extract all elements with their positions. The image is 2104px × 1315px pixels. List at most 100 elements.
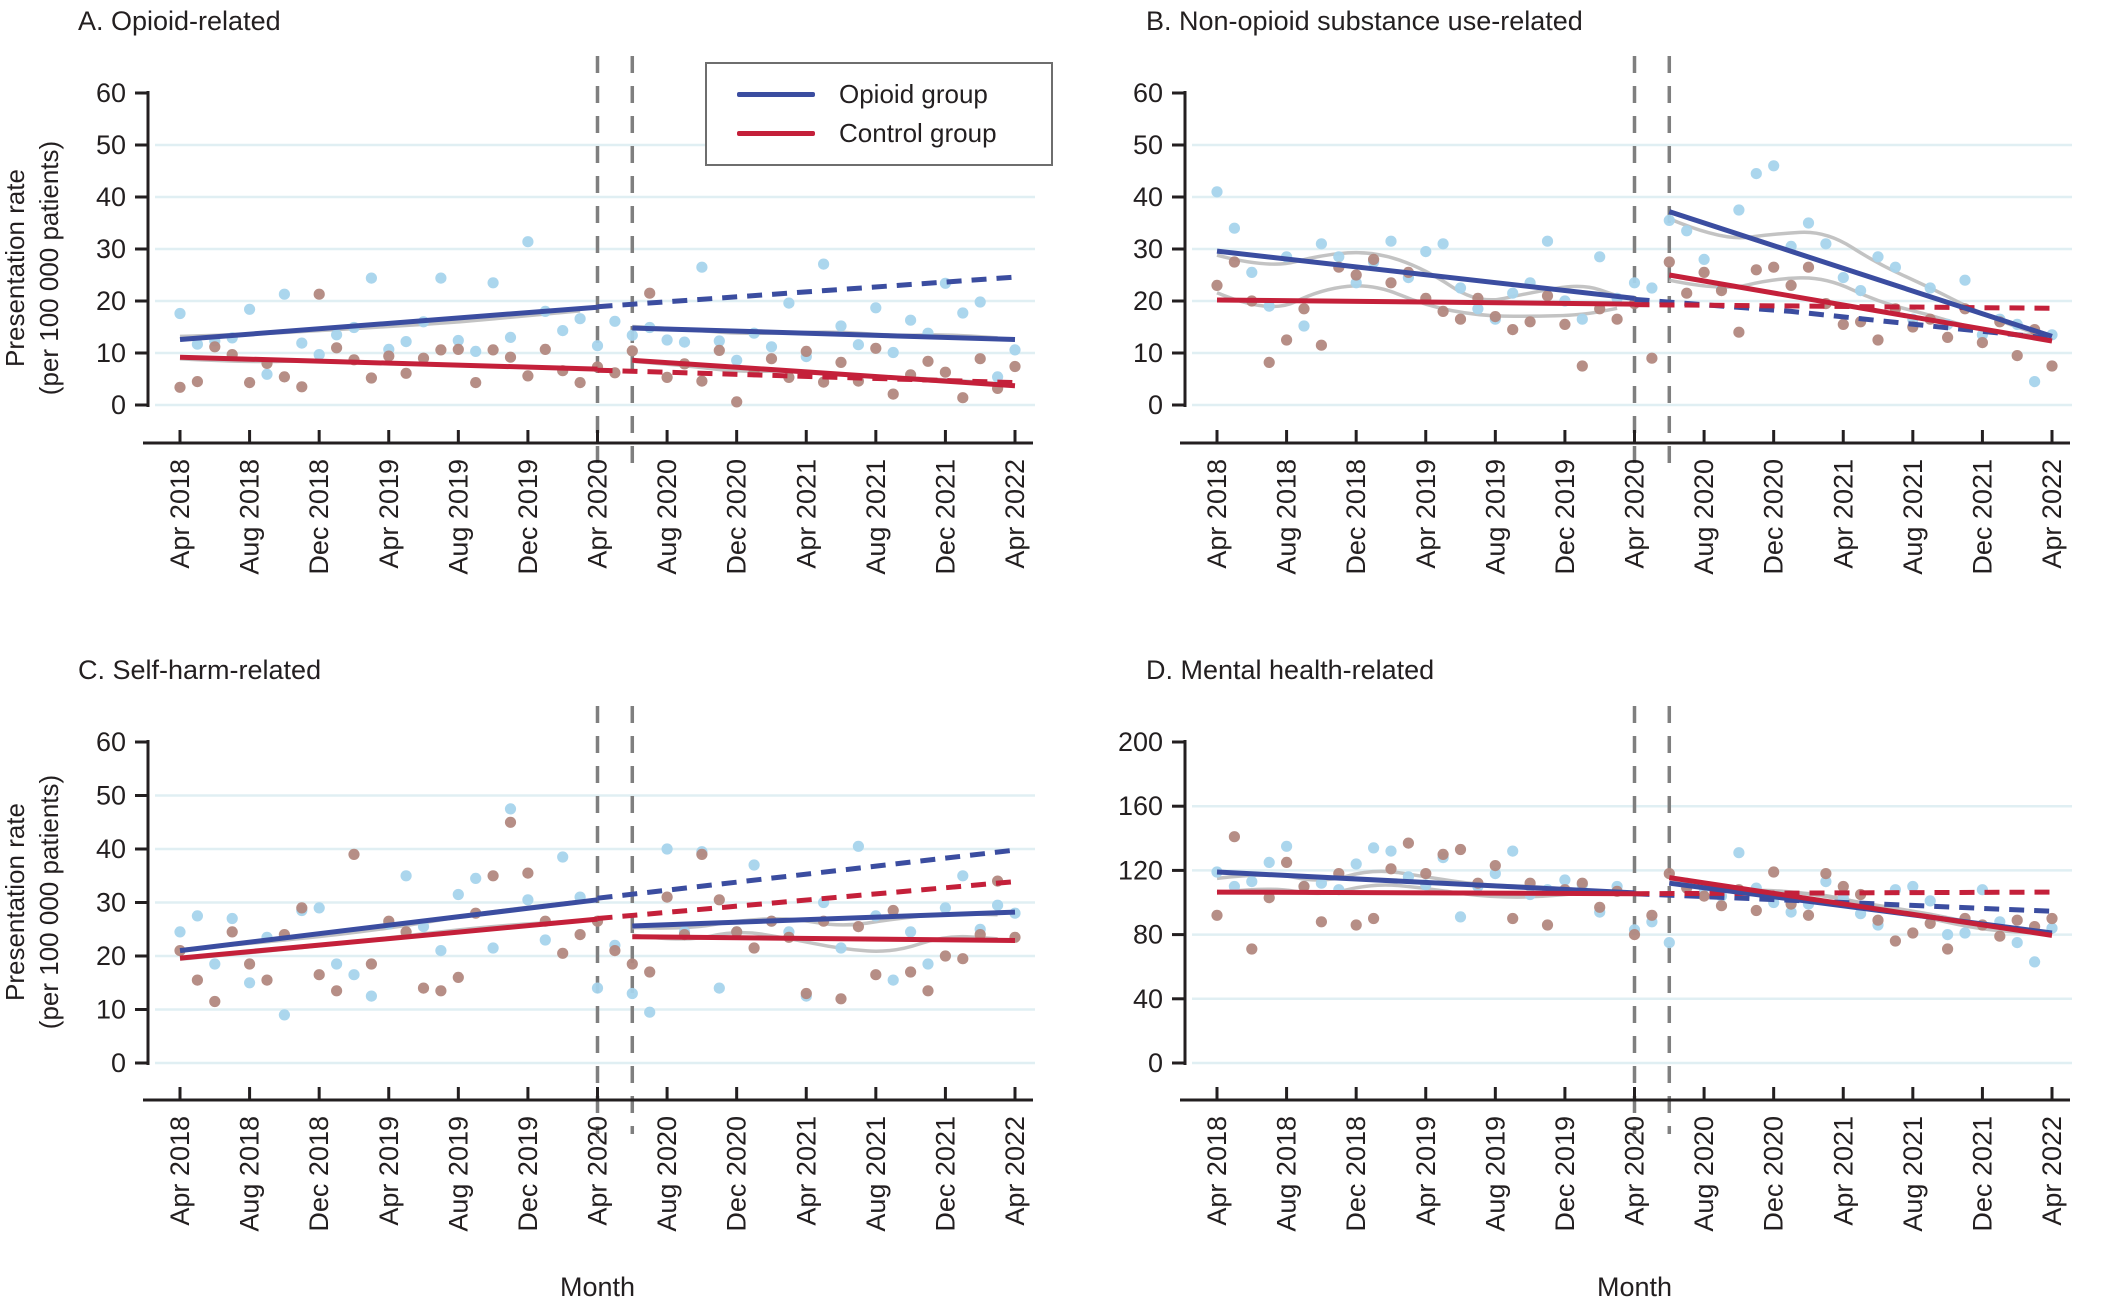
opioid-scatter-point: [435, 272, 447, 284]
opioid-scatter-point: [1472, 303, 1484, 315]
control-scatter-point: [922, 985, 934, 997]
x-axis-label-right: Month: [1597, 1272, 1673, 1302]
y-tick-label-40: 40: [96, 182, 126, 212]
x-tick-label: Dec 2021: [1967, 459, 1997, 575]
panel-b: 0 10 20 30 40 50 60 Apr 2018 Aug 2018 Dec 2018 Apr…: [1133, 56, 2072, 575]
control-scatter-point: [1994, 930, 2006, 942]
opioid-counterfactual: [597, 847, 1016, 901]
y-tick-label-40: 40: [96, 834, 126, 864]
control-scatter-point: [1009, 360, 1021, 373]
opioid-scatter-point: [609, 315, 621, 327]
control-scatter-point: [1350, 919, 1362, 931]
x-tick-label: Aug 2018: [235, 459, 265, 575]
opioid-trend-pre: [1216, 869, 1635, 896]
opioid-scatter-point: [1837, 272, 1849, 284]
control-scatter-point: [852, 921, 865, 933]
x-tick-label: Aug 2021: [1898, 459, 1928, 575]
opioid-scatter-point: [818, 258, 830, 270]
control-scatter-point: [1524, 316, 1536, 328]
opioid-scatter-point: [557, 325, 569, 337]
x-tick-label: Dec 2019: [513, 459, 543, 575]
control-scatter-point: [504, 816, 517, 828]
opioid-scatter-point: [1246, 876, 1258, 888]
control-scatter-point: [470, 377, 482, 389]
panel-b-title: B. Non-opioid substance use-related: [1146, 6, 1583, 36]
control-scatter-point: [1750, 264, 1762, 276]
y-axis-label-row2: Presentation rate (per 100 000 patients): [0, 722, 66, 1082]
opioid-scatter-point: [678, 336, 691, 348]
control-scatter-point: [1454, 843, 1467, 856]
control-trend-post: [632, 934, 1016, 943]
control-scatter-point: [661, 371, 673, 383]
opioid-scatter-point: [2011, 937, 2023, 949]
opioid-trend-post: [1668, 209, 2053, 339]
x-tick-label: Apr 2018: [1202, 1116, 1232, 1226]
opioid-scatter-point: [1681, 225, 1693, 237]
x-tick-label: Dec 2018: [1341, 459, 1371, 575]
control-scatter-point: [1942, 331, 1954, 343]
opioid-trend-post: [632, 325, 1016, 342]
control-scatter-point: [1298, 880, 1310, 893]
control-scatter-point: [800, 987, 812, 1000]
opioid-scatter-point: [957, 870, 969, 882]
opioid-scatter-point: [731, 354, 743, 366]
y-tick-label-20: 20: [96, 941, 126, 971]
y-tick-label-10: 10: [96, 338, 126, 368]
opioid-loess-post: [1668, 217, 2036, 335]
control-scatter-point: [313, 288, 325, 300]
x-tick-label: Dec 2021: [1967, 1116, 1997, 1232]
x-tick-label: Apr 2018: [165, 1116, 195, 1226]
control-trend-post: [632, 357, 1016, 389]
control-scatter-point: [1802, 261, 1815, 273]
opioid-scatter-point: [905, 926, 917, 938]
opioid-scatter-point: [522, 894, 534, 906]
opioid-scatter-point: [626, 987, 638, 1000]
opioid-scatter-point: [1350, 277, 1362, 289]
opioid-scatter-point: [591, 340, 604, 352]
control-scatter-point: [1420, 868, 1432, 880]
control-scatter-point: [1576, 360, 1588, 372]
control-scatter-point: [278, 371, 290, 383]
control-trend-post: [1668, 875, 2053, 938]
control-scatter-point: [957, 953, 969, 965]
y-axis-label-line1: Presentation rate: [0, 803, 30, 1002]
control-scatter-point: [435, 985, 447, 997]
opioid-scatter-point: [591, 982, 604, 994]
x-tick-label: Aug 2020: [652, 459, 682, 575]
y-tick-label-30: 30: [1133, 234, 1163, 264]
opioid-scatter-point: [1820, 876, 1832, 888]
control-scatter-point: [1281, 856, 1293, 869]
control-scatter-point: [2046, 360, 2058, 372]
control-scatter-point: [1281, 334, 1293, 346]
opioid-scatter-point: [1315, 877, 1327, 889]
control-scatter-point: [487, 344, 499, 356]
x-tick-label: Dec 2019: [1550, 459, 1580, 575]
control-scatter-point: [1489, 860, 1501, 872]
y-tick-label-50: 50: [96, 130, 126, 160]
opioid-trend-pre: [179, 304, 598, 342]
control-scatter-point: [244, 377, 256, 389]
control-scatter-point: [609, 945, 621, 957]
control-line-swatch: [737, 131, 815, 137]
control-scatter-point: [939, 950, 952, 962]
y-axis-label-line2: (per 100 000 patients): [34, 140, 64, 396]
opioid-scatter-point: [1507, 845, 1519, 857]
control-scatter-point: [1837, 880, 1849, 893]
x-tick-label: Dec 2020: [1759, 459, 1789, 575]
opioid-scatter-point: [887, 974, 899, 986]
opioid-scatter-point: [957, 307, 969, 319]
opioid-scatter-point: [783, 297, 795, 309]
opioid-counterfactual: [597, 274, 1016, 310]
control-scatter-point: [1802, 909, 1815, 921]
control-scatter-point: [1872, 334, 1884, 346]
opioid-scatter-point: [400, 870, 412, 882]
opioid-trend-pre: [1216, 248, 1635, 301]
opioid-scatter-point: [191, 338, 203, 350]
legend-label-opioid: Opioid group: [839, 78, 988, 109]
x-tick-label: Apr 2021: [1828, 459, 1858, 569]
y-tick-label-60: 60: [96, 727, 126, 757]
opioid-scatter-point: [1437, 238, 1449, 250]
panel-a: 0 10 20 30 40 50 60 Apr 2018 Aug 2018 Dec 2018 Apr…: [96, 56, 1035, 575]
